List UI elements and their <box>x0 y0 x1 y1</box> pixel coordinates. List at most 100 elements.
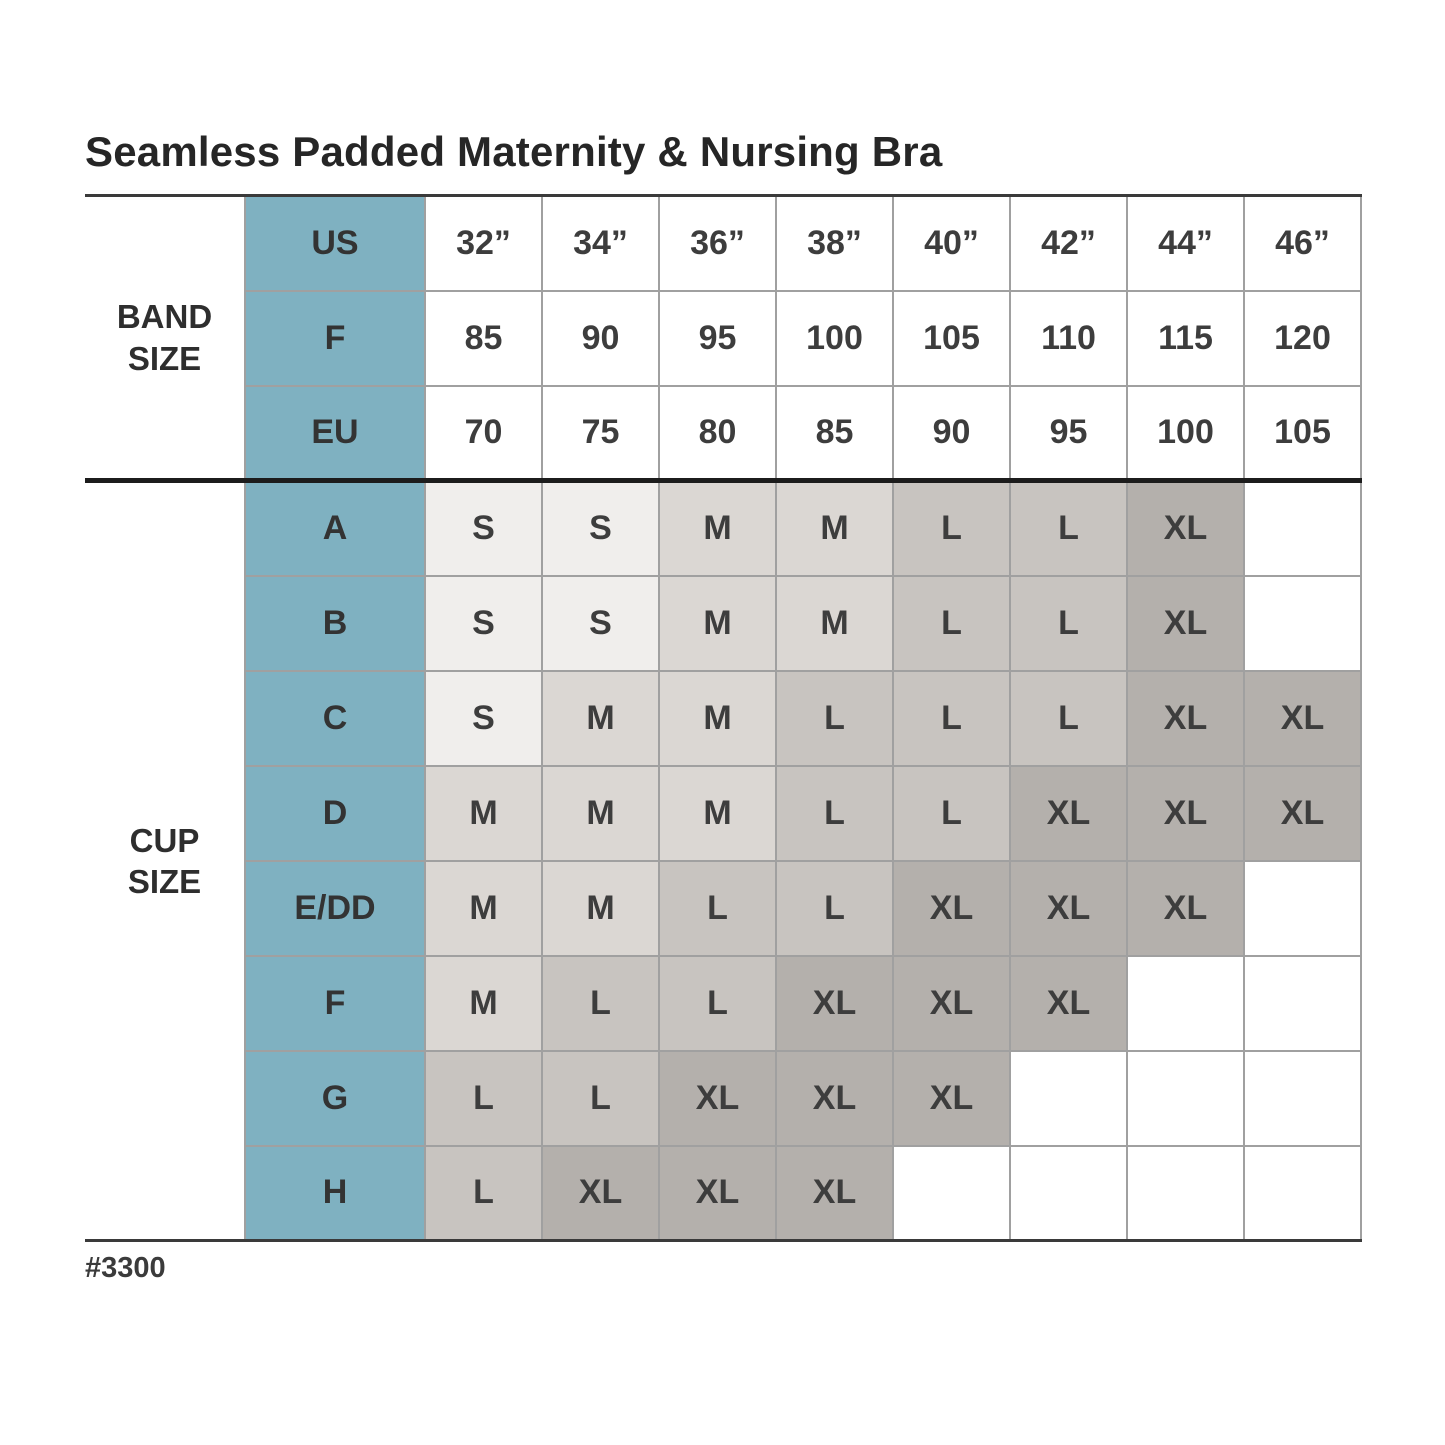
style-number: #3300 <box>85 1252 166 1284</box>
recommended-size-cell: S <box>541 574 660 672</box>
band-measurement-cell: 85 <box>775 384 894 482</box>
cup-size-section-label: CUP SIZE <box>85 478 246 1242</box>
band-measurement-cell: 100 <box>1126 384 1245 482</box>
recommended-size-cell: M <box>658 669 777 767</box>
cup-size-row: C S M M L L L XL XL <box>85 669 1362 767</box>
recommended-size-cell: L <box>658 859 777 957</box>
recommended-size-cell: XL <box>1126 764 1245 862</box>
band-measurement-cell: 44” <box>1126 194 1245 292</box>
recommended-size-cell <box>1009 1049 1128 1147</box>
recommended-size-cell: L <box>541 954 660 1052</box>
cup-row-header-d: D <box>244 764 426 862</box>
cup-row-header-g: G <box>244 1049 426 1147</box>
recommended-size-cell: L <box>775 859 894 957</box>
recommended-size-cell: L <box>892 669 1011 767</box>
band-measurement-cell: 95 <box>1009 384 1128 482</box>
band-measurement-cell: 95 <box>658 289 777 387</box>
recommended-size-cell <box>1243 1049 1362 1147</box>
page-title: Seamless Padded Maternity & Nursing Bra <box>85 128 943 175</box>
band-measurement-cell: 105 <box>1243 384 1362 482</box>
recommended-size-cell: S <box>424 669 543 767</box>
recommended-size-cell: M <box>658 574 777 672</box>
cup-size-row: D M M M L L XL XL XL <box>85 764 1362 862</box>
band-measurement-cell: 34” <box>541 194 660 292</box>
band-measurement-cell: 32” <box>424 194 543 292</box>
recommended-size-cell: XL <box>1009 764 1128 862</box>
cup-size-row: G L L XL XL XL <box>85 1049 1362 1147</box>
recommended-size-cell <box>892 1144 1011 1242</box>
band-measurement-cell: 40” <box>892 194 1011 292</box>
recommended-size-cell: XL <box>892 1049 1011 1147</box>
recommended-size-cell: M <box>775 574 894 672</box>
recommended-size-cell: XL <box>1126 574 1245 672</box>
band-measurement-cell: 70 <box>424 384 543 482</box>
cup-row-header-a: A <box>244 478 426 577</box>
recommended-size-cell: L <box>775 764 894 862</box>
recommended-size-cell <box>1009 1144 1128 1242</box>
cup-row-header-c: C <box>244 669 426 767</box>
recommended-size-cell: L <box>424 1144 543 1242</box>
recommended-size-cell: XL <box>1126 669 1245 767</box>
recommended-size-cell: XL <box>1009 859 1128 957</box>
band-measurement-cell: 120 <box>1243 289 1362 387</box>
band-size-row: EU 70 75 80 85 90 95 100 105 <box>85 384 1362 482</box>
band-size-row: F 85 90 95 100 105 110 115 120 <box>85 289 1362 387</box>
recommended-size-cell: S <box>541 478 660 577</box>
recommended-size-cell: XL <box>541 1144 660 1242</box>
band-measurement-cell: 115 <box>1126 289 1245 387</box>
cup-row-header-h: H <box>244 1144 426 1242</box>
recommended-size-cell <box>1126 1049 1245 1147</box>
recommended-size-cell <box>1243 574 1362 672</box>
recommended-size-cell <box>1243 478 1362 577</box>
recommended-size-cell: XL <box>1126 859 1245 957</box>
recommended-size-cell: XL <box>1009 954 1128 1052</box>
size-chart-body: BAND SIZE US 32” 34” 36” 38” 40” 42” 44” 46” F 85 90… <box>85 194 1362 1242</box>
recommended-size-cell: L <box>775 669 894 767</box>
recommended-size-cell <box>1243 954 1362 1052</box>
recommended-size-cell: L <box>892 764 1011 862</box>
size-chart-page: Seamless Padded Maternity & Nursing Bra … <box>85 128 1362 1284</box>
cup-row-header-f: F <box>244 954 426 1052</box>
size-chart-table: BAND SIZE US 32” 34” 36” 38” 40” 42” 44” 46” F 85 90… <box>85 194 1362 1242</box>
recommended-size-cell: XL <box>1126 478 1245 577</box>
recommended-size-cell: XL <box>892 954 1011 1052</box>
band-measurement-cell: 90 <box>892 384 1011 482</box>
recommended-size-cell: L <box>658 954 777 1052</box>
band-row-header-us: US <box>244 194 426 292</box>
recommended-size-cell: S <box>424 478 543 577</box>
recommended-size-cell: M <box>658 764 777 862</box>
recommended-size-cell: S <box>424 574 543 672</box>
recommended-size-cell: L <box>1009 574 1128 672</box>
recommended-size-cell: XL <box>658 1049 777 1147</box>
recommended-size-cell: XL <box>775 954 894 1052</box>
cup-size-row: E/DD M M L L XL XL XL <box>85 859 1362 957</box>
cup-row-header-e-dd: E/DD <box>244 859 426 957</box>
recommended-size-cell: M <box>541 669 660 767</box>
recommended-size-cell: XL <box>658 1144 777 1242</box>
band-measurement-cell: 85 <box>424 289 543 387</box>
band-measurement-cell: 38” <box>775 194 894 292</box>
recommended-size-cell: L <box>541 1049 660 1147</box>
cup-row-header-b: B <box>244 574 426 672</box>
recommended-size-cell: M <box>424 764 543 862</box>
band-row-header-f: F <box>244 289 426 387</box>
cup-size-row: H L XL XL XL <box>85 1144 1362 1242</box>
recommended-size-cell <box>1243 1144 1362 1242</box>
recommended-size-cell: XL <box>775 1144 894 1242</box>
band-size-row: BAND SIZE US 32” 34” 36” 38” 40” 42” 44” 46” <box>85 194 1362 482</box>
cup-size-row: CUP SIZE A S S M M L L XL <box>85 478 1362 1242</box>
band-measurement-cell: 36” <box>658 194 777 292</box>
recommended-size-cell: M <box>775 478 894 577</box>
recommended-size-cell: XL <box>1243 669 1362 767</box>
band-measurement-cell: 100 <box>775 289 894 387</box>
cup-size-row: B S S M M L L XL <box>85 574 1362 672</box>
band-row-header-eu: EU <box>244 384 426 482</box>
recommended-size-cell: XL <box>892 859 1011 957</box>
recommended-size-cell <box>1243 859 1362 957</box>
recommended-size-cell: XL <box>1243 764 1362 862</box>
recommended-size-cell: M <box>658 478 777 577</box>
band-measurement-cell: 80 <box>658 384 777 482</box>
recommended-size-cell: L <box>1009 669 1128 767</box>
recommended-size-cell: M <box>541 764 660 862</box>
recommended-size-cell: XL <box>775 1049 894 1147</box>
